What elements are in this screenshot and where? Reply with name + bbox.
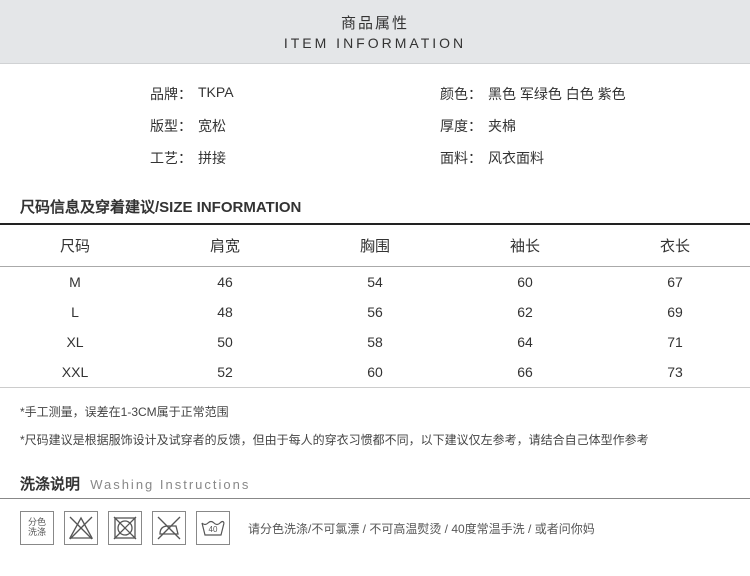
attr-value: 拼接 bbox=[198, 148, 226, 168]
table-cell: XL bbox=[0, 327, 150, 357]
attr-fabric: 面料： 风衣面料 bbox=[440, 148, 670, 168]
table-cell: 60 bbox=[450, 267, 600, 298]
attr-label: 颜色： bbox=[440, 84, 482, 104]
washing-title: 洗涤说明 Washing Instructions bbox=[0, 463, 750, 499]
size-table-header-row: 尺码 肩宽 胸围 袖长 衣长 bbox=[0, 225, 750, 267]
table-cell: 54 bbox=[300, 267, 450, 298]
notes-block: *手工测量，误差在1-3CM属于正常范围 *尺码建议是根据服饰设计及试穿者的反馈… bbox=[0, 388, 750, 463]
col-chest: 胸围 bbox=[300, 225, 450, 267]
header-banner: 商品属性 ITEM INFORMATION bbox=[0, 0, 750, 64]
svg-text:40: 40 bbox=[209, 525, 218, 534]
col-sleeve: 袖长 bbox=[450, 225, 600, 267]
no-hot-iron-icon bbox=[152, 511, 186, 545]
note-suggestion: *尺码建议是根据服饰设计及试穿者的反馈，但由于每人的穿衣习惯都不同，以下建议仅左… bbox=[20, 430, 730, 452]
wash-40-icon: 40 bbox=[196, 511, 230, 545]
washing-text: 请分色洗涤/不可氯漂 / 不可高温熨烫 / 40度常温手洗 / 或者问你妈 bbox=[248, 520, 730, 537]
table-cell: L bbox=[0, 297, 150, 327]
attributes-grid: 品牌： TKPA 颜色： 黑色 军绿色 白色 紫色 版型： 宽松 厚度： 夹棉 … bbox=[0, 64, 750, 188]
attr-value: 宽松 bbox=[198, 116, 226, 136]
attr-fit: 版型： 宽松 bbox=[150, 116, 380, 136]
attr-value: 夹棉 bbox=[488, 116, 516, 136]
attr-value: TKPA bbox=[198, 84, 234, 104]
attr-value: 黑色 军绿色 白色 紫色 bbox=[488, 84, 626, 104]
col-size: 尺码 bbox=[0, 225, 150, 267]
no-tumble-dry-icon bbox=[108, 511, 142, 545]
table-row: XXL52606673 bbox=[0, 357, 750, 387]
table-cell: 71 bbox=[600, 327, 750, 357]
size-section-title: 尺码信息及穿着建议/SIZE INFORMATION bbox=[0, 188, 750, 225]
attr-brand: 品牌： TKPA bbox=[150, 84, 380, 104]
table-row: M46546067 bbox=[0, 267, 750, 298]
table-cell: 48 bbox=[150, 297, 300, 327]
attr-label: 品牌： bbox=[150, 84, 192, 104]
attr-label: 面料： bbox=[440, 148, 482, 168]
table-cell: 62 bbox=[450, 297, 600, 327]
attr-label: 厚度： bbox=[440, 116, 482, 136]
attr-color: 颜色： 黑色 军绿色 白色 紫色 bbox=[440, 84, 670, 104]
table-row: L48566269 bbox=[0, 297, 750, 327]
table-cell: 46 bbox=[150, 267, 300, 298]
table-cell: 67 bbox=[600, 267, 750, 298]
table-cell: M bbox=[0, 267, 150, 298]
attr-label: 版型： bbox=[150, 116, 192, 136]
attr-label: 工艺： bbox=[150, 148, 192, 168]
table-cell: 52 bbox=[150, 357, 300, 387]
no-bleach-icon bbox=[64, 511, 98, 545]
table-cell: 64 bbox=[450, 327, 600, 357]
header-title-cn: 商品属性 bbox=[0, 12, 750, 33]
table-cell: XXL bbox=[0, 357, 150, 387]
table-cell: 69 bbox=[600, 297, 750, 327]
washing-title-en: Washing Instructions bbox=[90, 477, 250, 492]
attr-thickness: 厚度： 夹棉 bbox=[440, 116, 670, 136]
table-cell: 56 bbox=[300, 297, 450, 327]
note-measurement: *手工测量，误差在1-3CM属于正常范围 bbox=[20, 402, 730, 424]
attr-craft: 工艺： 拼接 bbox=[150, 148, 380, 168]
attr-value: 风衣面料 bbox=[488, 148, 544, 168]
table-cell: 60 bbox=[300, 357, 450, 387]
size-table: 尺码 肩宽 胸围 袖长 衣长 M46546067L48566269XL50586… bbox=[0, 225, 750, 387]
table-row: XL50586471 bbox=[0, 327, 750, 357]
separate-wash-icon: 分色 洗涤 bbox=[20, 511, 54, 545]
table-cell: 66 bbox=[450, 357, 600, 387]
washing-row: 分色 洗涤 40 请分色洗涤/不可氯漂 / 不可高温熨烫 / 40度常温手洗 /… bbox=[0, 499, 750, 557]
washing-title-cn: 洗涤说明 bbox=[20, 476, 80, 493]
header-title-en: ITEM INFORMATION bbox=[0, 35, 750, 51]
table-cell: 58 bbox=[300, 327, 450, 357]
table-cell: 73 bbox=[600, 357, 750, 387]
col-shoulder: 肩宽 bbox=[150, 225, 300, 267]
table-cell: 50 bbox=[150, 327, 300, 357]
col-length: 衣长 bbox=[600, 225, 750, 267]
